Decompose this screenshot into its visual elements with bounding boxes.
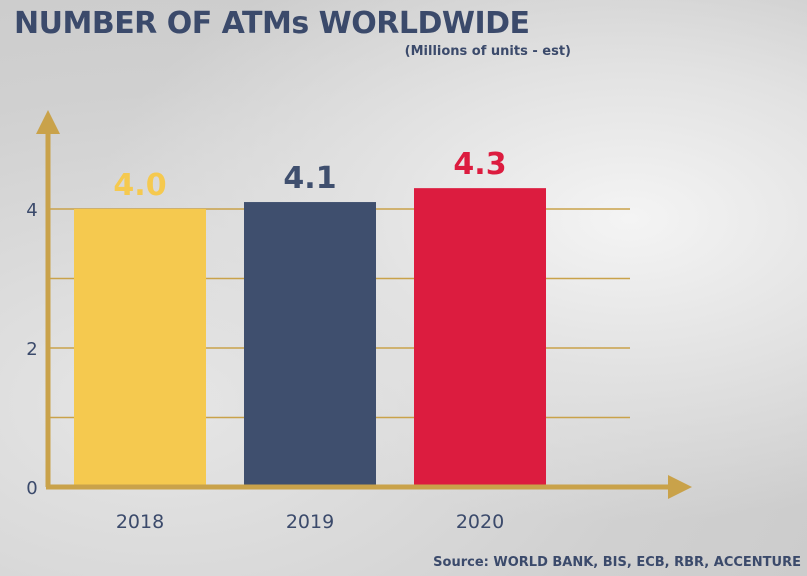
value-label: 4.3 (453, 147, 506, 182)
x-tick-label: 2018 (116, 511, 164, 533)
chart-title: NUMBER OF ATMs WORLDWIDE (14, 6, 530, 41)
y-tick-label: 2 (26, 339, 37, 360)
x-axis-arrow-icon (668, 475, 692, 499)
bar-2018 (74, 209, 206, 487)
y-tick-label: 0 (26, 478, 37, 499)
bar-2020 (414, 188, 546, 487)
x-tick-label: 2019 (286, 511, 334, 533)
y-axis-arrow-icon (36, 110, 60, 134)
axes (36, 110, 692, 499)
source-note: Source: WORLD BANK, BIS, ECB, RBR, ACCEN… (433, 555, 801, 570)
value-label: 4.1 (283, 161, 336, 196)
chart-subtitle: (Millions of units - est) (404, 44, 571, 59)
bars (74, 188, 546, 488)
bar-2019 (244, 202, 376, 488)
labels: 4.0 2018 4.1 2019 4.3 2020 0 2 4 (26, 147, 506, 533)
y-tick-label: 4 (26, 200, 37, 221)
x-tick-label: 2020 (456, 511, 504, 533)
value-label: 4.0 (113, 168, 166, 203)
